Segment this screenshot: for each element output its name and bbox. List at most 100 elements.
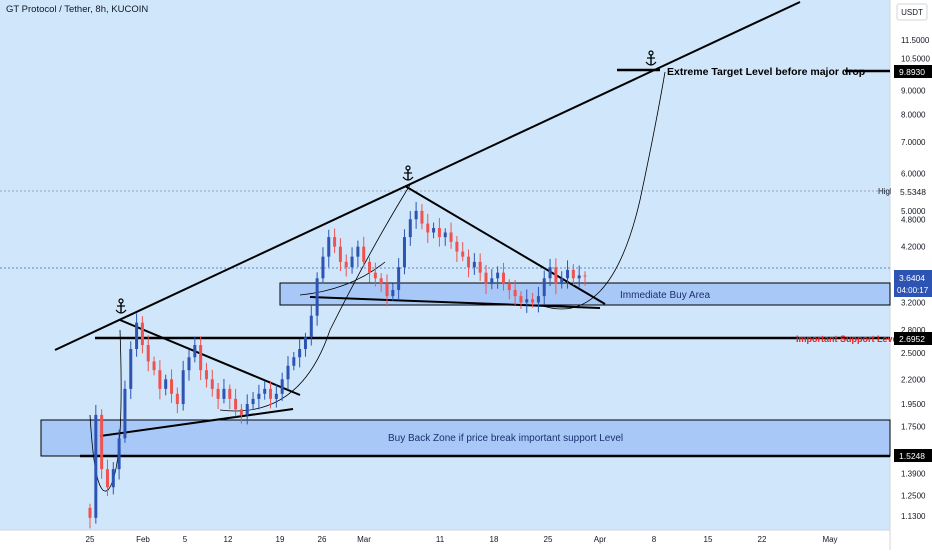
- time-tick-label: 22: [758, 535, 767, 544]
- price-tick-label: 5.0000: [901, 207, 926, 216]
- price-tick-label: 6.0000: [901, 169, 926, 178]
- price-tick-label: 9.0000: [901, 86, 926, 95]
- time-tick-label: 18: [490, 535, 499, 544]
- candle-body: [309, 315, 313, 338]
- falling-line-right: [404, 185, 606, 305]
- candle-body: [170, 379, 174, 394]
- candle-body: [397, 267, 401, 291]
- time-tick-label: Mar: [357, 535, 371, 544]
- projection-curve-small: [299, 261, 386, 296]
- candle-body: [461, 251, 465, 257]
- candle-body: [105, 469, 109, 488]
- target-price-tag: [894, 65, 932, 78]
- candle-body: [420, 210, 424, 224]
- time-axis-labels: 25 Feb 5 12 19 26 Mar 11 18 25 Apr 8 15 22 May: [86, 535, 838, 544]
- candle-body: [123, 388, 127, 439]
- candle-body: [548, 267, 552, 279]
- current-price-value: 3.6404: [899, 273, 925, 283]
- candle-body: [333, 237, 337, 247]
- candle-body: [478, 261, 482, 273]
- candle-body: [117, 438, 121, 470]
- candle-body: [373, 272, 377, 279]
- candle-body: [368, 261, 372, 273]
- candle-body: [402, 237, 406, 268]
- anchor-icon: [645, 50, 657, 66]
- annotation-buy-back: Buy Back Zone if price break important s…: [388, 433, 623, 444]
- high-price-tag: [891, 185, 932, 198]
- candle-body: [350, 256, 354, 268]
- currency-button[interactable]: USDT: [896, 3, 928, 21]
- candle-body: [152, 361, 156, 371]
- candle-body: [228, 388, 232, 399]
- falling-line-left: [119, 319, 301, 396]
- target-price-value: 9.8930: [899, 67, 925, 77]
- candle-body: [391, 290, 395, 297]
- candle-body: [554, 267, 558, 285]
- candle-body: [269, 388, 273, 399]
- candle-body: [408, 219, 412, 238]
- candle-body: [379, 278, 383, 285]
- candle-body: [286, 365, 290, 380]
- price-tick-label: 11.5000: [901, 36, 930, 45]
- candle-body: [519, 296, 523, 303]
- price-tick-label: 1.2500: [901, 491, 926, 500]
- price-tick-label: 4.2000: [901, 243, 926, 252]
- candle-body: [362, 246, 366, 262]
- candle-body: [484, 272, 488, 285]
- candles-group: [88, 201, 587, 529]
- time-tick-label: 25: [544, 535, 553, 544]
- candle-body: [181, 370, 185, 405]
- chart-title: GT Protocol / Tether, 8h, KUCOIN: [6, 4, 149, 15]
- candle-body: [467, 256, 471, 268]
- time-tick-label: 5: [183, 535, 188, 544]
- high-price-value: 5.5348: [900, 187, 926, 197]
- candle-body: [100, 414, 104, 470]
- candle-body: [432, 227, 436, 233]
- candle-body: [315, 278, 319, 316]
- candle-body: [222, 388, 226, 399]
- candle-body: [437, 227, 441, 238]
- price-tick-label: 1.9500: [901, 400, 926, 409]
- buyback-price-value: 1.5248: [899, 451, 925, 461]
- anchor-icon: [115, 298, 127, 314]
- rising-support-left: [99, 408, 294, 437]
- countdown-value: 04:00:17: [897, 286, 929, 295]
- candle-body: [414, 210, 418, 220]
- price-tick-label: 7.0000: [901, 138, 926, 147]
- candle-body: [251, 398, 255, 405]
- candle-body: [449, 232, 453, 242]
- candle-body: [234, 398, 238, 410]
- candle-body: [274, 393, 278, 399]
- candle-body: [303, 337, 307, 350]
- candle-body: [164, 379, 168, 389]
- candle-body: [94, 414, 98, 518]
- candle-body: [536, 296, 540, 303]
- time-tick-label: 26: [318, 535, 327, 544]
- candle-body: [356, 246, 360, 257]
- projection-curve-middle: [219, 184, 411, 412]
- candle-body: [175, 393, 179, 405]
- candle-body: [490, 278, 494, 285]
- candle-body: [566, 269, 570, 279]
- candle-body: [385, 284, 389, 297]
- anchor-icon: [402, 165, 414, 181]
- candle-body: [158, 370, 162, 389]
- support-price-tag: [894, 332, 932, 345]
- candle-body: [193, 345, 197, 358]
- candle-body: [344, 261, 348, 268]
- candle-body: [426, 223, 430, 233]
- candle-body: [257, 393, 261, 399]
- time-tick-label: 8: [652, 535, 657, 544]
- annotation-important-support: Important Support Level: [796, 334, 900, 344]
- candle-body: [129, 349, 133, 389]
- candle-body: [513, 290, 517, 297]
- price-tick-label: 3.2000: [901, 298, 926, 307]
- candle-body: [455, 241, 459, 252]
- annotation-immediate-buy: Immediate Buy Area: [620, 290, 710, 301]
- candle-body: [111, 469, 115, 488]
- price-tick-label: 1.3900: [901, 470, 926, 479]
- high-label: High: [878, 187, 894, 196]
- price-tick-label: 4.8000: [901, 215, 926, 224]
